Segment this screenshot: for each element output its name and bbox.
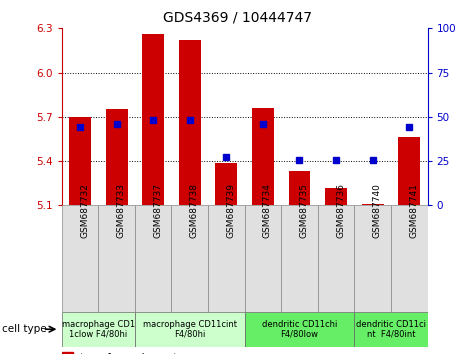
Text: dendritic CD11ci
nt  F4/80int: dendritic CD11ci nt F4/80int	[356, 320, 426, 339]
Bar	[215, 162, 238, 205]
Bar	[105, 109, 128, 205]
Text: GSM687735: GSM687735	[300, 183, 308, 238]
Bar	[69, 117, 91, 205]
Bar	[171, 205, 208, 312]
Bar	[354, 205, 391, 312]
Bar	[281, 205, 318, 312]
Text: dendritic CD11chi
F4/80low: dendritic CD11chi F4/80low	[262, 320, 337, 339]
Text: GSM687732: GSM687732	[80, 183, 89, 238]
Bar	[245, 312, 354, 347]
Bar	[391, 205, 428, 312]
Bar	[179, 40, 201, 205]
Bar	[288, 171, 311, 205]
Bar	[62, 312, 135, 347]
Bar	[318, 205, 354, 312]
Text: macrophage CD11cint
F4/80hi: macrophage CD11cint F4/80hi	[143, 320, 237, 339]
Bar	[208, 205, 245, 312]
Bar	[62, 205, 98, 312]
Bar	[252, 108, 274, 205]
Bar	[325, 188, 347, 205]
Bar	[142, 34, 164, 205]
Bar	[398, 137, 420, 205]
Text: transformed count: transformed count	[80, 353, 177, 354]
Text: GSM687736: GSM687736	[336, 183, 345, 238]
Text: GSM687737: GSM687737	[153, 183, 162, 238]
Bar	[135, 205, 171, 312]
Bar	[135, 312, 245, 347]
Text: GSM687739: GSM687739	[226, 183, 235, 238]
Text: cell type: cell type	[2, 324, 47, 334]
Bar	[98, 205, 135, 312]
Text: macrophage CD1
1clow F4/80hi: macrophage CD1 1clow F4/80hi	[62, 320, 135, 339]
Bar	[62, 352, 73, 354]
Bar	[354, 312, 428, 347]
Bar	[245, 205, 281, 312]
Text: GSM687738: GSM687738	[190, 183, 199, 238]
Text: GDS4369 / 10444747: GDS4369 / 10444747	[163, 11, 312, 25]
Text: GSM687741: GSM687741	[409, 183, 418, 238]
Text: GSM687740: GSM687740	[373, 183, 381, 238]
Text: GSM687734: GSM687734	[263, 183, 272, 238]
Text: GSM687733: GSM687733	[117, 183, 125, 238]
Bar	[361, 204, 384, 205]
